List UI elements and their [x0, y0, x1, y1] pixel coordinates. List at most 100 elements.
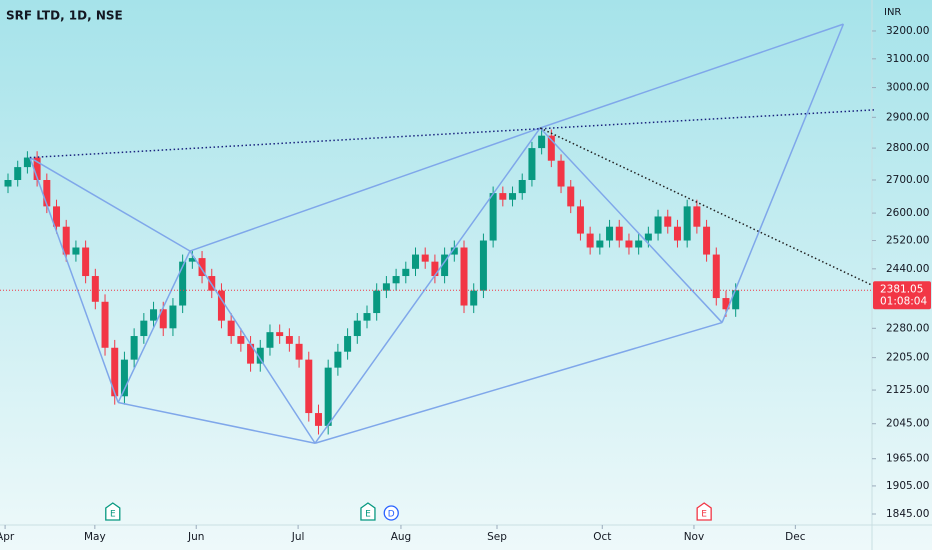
x-tick-label: Dec [785, 531, 806, 543]
candle [479, 233, 487, 299]
candle [150, 301, 158, 329]
y-tick-label: 2600.00 [886, 207, 929, 219]
candle [421, 247, 429, 269]
x-tick-label: Aug [391, 531, 412, 543]
candle-body [43, 179, 51, 207]
candle [509, 186, 517, 207]
candle-body [14, 167, 22, 180]
candle-body [479, 240, 487, 291]
candle [586, 226, 594, 255]
candle-body [460, 247, 468, 306]
candle-body [237, 336, 245, 344]
candle [314, 404, 322, 435]
candle-body [402, 268, 410, 277]
candle [305, 351, 313, 422]
pattern-line [721, 23, 845, 323]
candle-body [528, 148, 536, 180]
candle [14, 160, 22, 187]
pattern-line [189, 127, 541, 252]
x-tick-label: Nov [684, 531, 705, 543]
plot-area [4, 129, 740, 435]
candle-body [169, 305, 177, 329]
candle-body [247, 343, 255, 364]
candle [285, 328, 293, 352]
candle [673, 219, 681, 248]
candle-body [150, 309, 158, 321]
y-tick-label: 1965.00 [886, 453, 929, 465]
candle [712, 247, 720, 306]
candle [169, 298, 177, 337]
candle-body [353, 320, 361, 337]
candle-body [712, 254, 720, 299]
candle-body [567, 186, 575, 207]
x-tick-label: May [84, 531, 106, 543]
candle-body [421, 254, 429, 262]
event-label: E [110, 510, 116, 520]
event-marker [383, 505, 399, 521]
candle-body [392, 276, 400, 284]
candle [4, 173, 12, 194]
candle-body [276, 332, 284, 337]
candle [62, 219, 70, 262]
pattern-line [314, 321, 723, 444]
candle [91, 268, 99, 310]
candle [392, 268, 400, 291]
candle-body [615, 226, 623, 241]
candle-body [266, 332, 274, 348]
candle-body [606, 226, 614, 241]
y-tick-label: 2125.00 [886, 384, 929, 396]
chart-title: SRF LTD, 1D, NSE [6, 9, 123, 23]
candle [179, 254, 187, 314]
candle [72, 240, 80, 262]
candle [373, 283, 381, 321]
event-marker [360, 502, 376, 521]
candle [489, 186, 497, 248]
y-tick-label: 2440.00 [886, 263, 929, 275]
candle-body [334, 351, 342, 368]
candle [276, 324, 284, 344]
candle [557, 154, 565, 194]
candle-body [382, 283, 390, 291]
candle [547, 129, 555, 168]
pattern-line [29, 157, 119, 403]
candle-body [314, 413, 322, 426]
candle-body [217, 290, 225, 321]
candle-body [635, 240, 643, 248]
candle-body [664, 216, 672, 227]
trend-line [539, 127, 873, 286]
candle [334, 343, 342, 376]
candle [538, 129, 546, 155]
y-tick-label: 2800.00 [886, 142, 929, 154]
candle-body [654, 216, 662, 234]
candle-body [518, 179, 526, 194]
pattern-line [539, 23, 844, 129]
candle-body [256, 347, 264, 364]
y-tick-label: 3200.00 [886, 25, 929, 37]
candle-body [538, 135, 546, 149]
candle [528, 141, 536, 187]
y-tick-label: 2700.00 [886, 174, 929, 186]
event-marker [105, 502, 121, 521]
candle-body [489, 193, 497, 241]
pattern-line [539, 127, 723, 324]
candle [412, 247, 420, 277]
candle-body [62, 226, 70, 255]
candle [33, 151, 41, 187]
x-tick-label: Jul [291, 531, 305, 543]
x-tick-label: Jun [187, 531, 204, 543]
candle [353, 313, 361, 344]
candle [247, 336, 255, 372]
countdown-label: 01:08:04 [880, 295, 927, 307]
event-marker [696, 502, 712, 521]
y-tick-label: 2205.00 [886, 352, 929, 364]
trend-line [29, 109, 876, 159]
y-tick-label: 1905.00 [886, 480, 929, 492]
candle-body [33, 157, 41, 180]
pattern-line [189, 250, 316, 444]
candle-body [441, 254, 449, 277]
candle [703, 219, 711, 262]
y-tick-label: 2520.00 [886, 235, 929, 247]
candle [130, 328, 138, 368]
candle-body [344, 336, 352, 352]
y-tick-label: 2045.00 [886, 418, 929, 430]
